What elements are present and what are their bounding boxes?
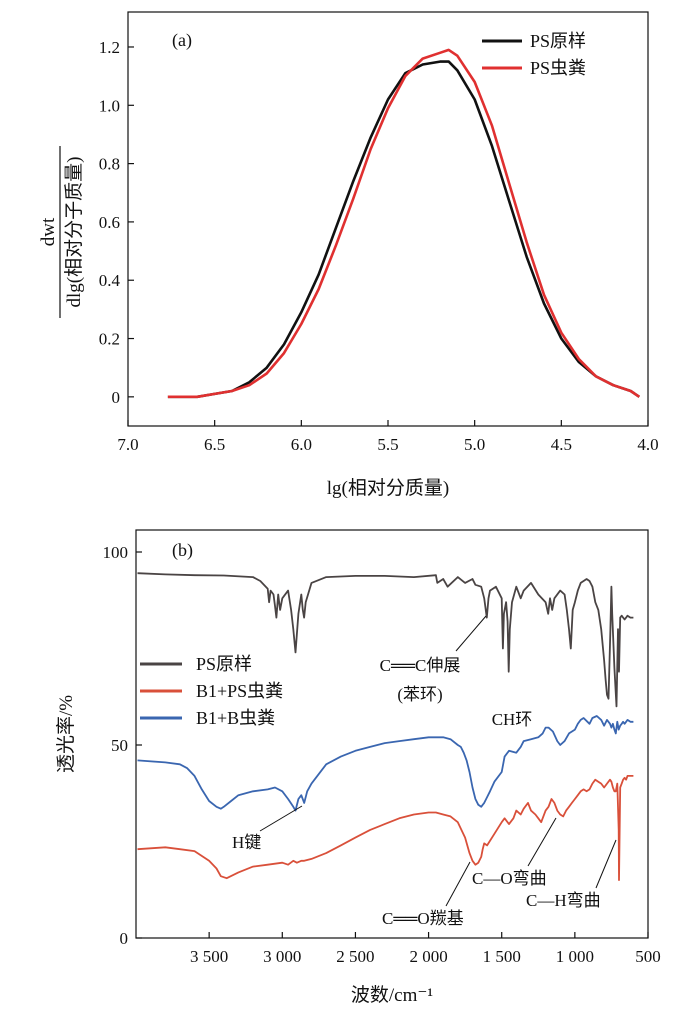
p1-xtick-label: 3 000 (263, 947, 301, 966)
panel-a-label: (a) (172, 30, 192, 51)
panel-b: (b) 3 500 3 000 2 500 2 000 1 500 1 000 500 0 50… (55, 529, 661, 1006)
panel-b-ticks: 3 500 3 000 2 500 2 000 1 500 1 000 500 0 50 100 (103, 543, 661, 966)
p0-series-line-2 (167, 48, 641, 399)
annot-h-bond: H键 (232, 833, 261, 852)
annot-co-bend-pointer (527, 817, 557, 867)
annot-ch-ring: CH环 (492, 710, 533, 729)
p0-ytick-label: 0 (112, 388, 121, 407)
p0-ytick-label: 0.4 (99, 271, 121, 290)
annot-ch-bend-pointer (595, 839, 617, 889)
panel-b-ylabel: 透光率/% (55, 695, 77, 773)
p1-xtick-label: 500 (635, 947, 661, 966)
panel-a-ticks: 7.0 6.5 6.0 5.5 5.0 4.5 4.0 0 0.2 0.4 0.6 0.8 1.0 1.2 (99, 38, 659, 454)
panel-b-series (137, 572, 634, 881)
p0-xtick-label: 4.0 (637, 435, 658, 454)
annot-cc-stretch: C══C伸展 (380, 656, 461, 675)
panel-a-ylabel-bottom: dlg(相对分子质量) (63, 157, 85, 308)
annot-ch-bend: C—H弯曲 (526, 891, 601, 910)
p0-series-line-1 (167, 60, 641, 399)
panel-a-ylabel-top: dwt (38, 217, 59, 246)
p0-xtick-label: 5.0 (464, 435, 485, 454)
legend-b-label-3: B1+B虫粪 (196, 708, 275, 728)
p0-ytick-label: 1.2 (99, 38, 120, 57)
legend-b-label-2: B1+PS虫粪 (196, 681, 283, 701)
p1-xtick-label: 1 000 (556, 947, 594, 966)
p0-ytick-label: 0.8 (99, 155, 120, 174)
p0-xtick-label: 5.5 (377, 435, 398, 454)
panel-a-legend: PS原样 PS虫粪 (482, 31, 586, 78)
p0-ytick-label: 1.0 (99, 96, 120, 115)
panel-a-xlabel: lg(相对分质量) (327, 477, 449, 499)
p1-xtick-label: 3 500 (190, 947, 228, 966)
annot-co-bend: C—O弯曲 (472, 869, 547, 888)
annot-co-carbonyl: C══O羰基 (382, 909, 464, 928)
panel-b-xlabel: 波数/cm⁻¹ (351, 984, 434, 1006)
legend-a-label-1: PS原样 (530, 31, 586, 51)
p1-ytick-label: 50 (111, 736, 128, 755)
annot-cc-stretch-pointer (455, 615, 487, 652)
p1-series-line-3 (137, 715, 634, 812)
p1-xtick-label: 2 000 (409, 947, 447, 966)
legend-b-label-1: PS原样 (196, 654, 252, 674)
panel-b-frame (135, 529, 649, 939)
panel-b-annotations: C══C伸展 (苯环) CH环 H键 C—O弯曲 C—H弯曲 C══O羰基 (232, 615, 617, 928)
legend-a-label-2: PS虫粪 (530, 58, 586, 78)
annot-h-bond-pointer (259, 805, 303, 832)
panel-a-ylabel: dwt dlg(相对分子质量) (38, 146, 85, 318)
annot-cc-stretch-line2: (苯环) (397, 685, 442, 704)
p0-xtick-label: 6.0 (291, 435, 312, 454)
p0-ytick-label: 0.6 (99, 213, 120, 232)
panel-a: (a) 7.0 6.5 6.0 5.5 5.0 4.5 4.0 0 0.2 0.4 0.6 0.8 1.… (38, 11, 659, 499)
p0-ytick-label: 0.2 (99, 330, 120, 349)
p0-xtick-label: 6.5 (204, 435, 225, 454)
panel-b-legend: PS原样 B1+PS虫粪 B1+B虫粪 (140, 654, 283, 728)
p1-series-line-2 (137, 775, 634, 881)
p0-xtick-label: 7.0 (117, 435, 138, 454)
annot-co-carbonyl-pointer (445, 861, 471, 907)
p1-xtick-label: 2 500 (336, 947, 374, 966)
p1-ytick-label: 100 (103, 543, 129, 562)
p1-xtick-label: 1 500 (483, 947, 521, 966)
panel-a-series (167, 48, 641, 399)
p1-ytick-label: 0 (120, 929, 129, 948)
p0-xtick-label: 4.5 (551, 435, 572, 454)
panel-b-label: (b) (172, 540, 193, 561)
p1-series-line-1 (137, 572, 634, 708)
